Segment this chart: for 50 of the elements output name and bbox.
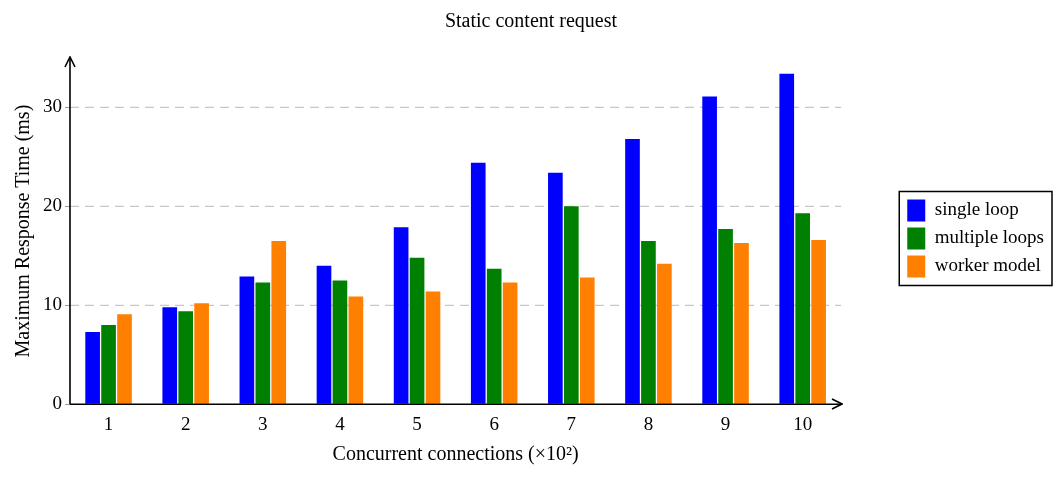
bar: [85, 331, 100, 404]
bar: [563, 206, 579, 404]
x-tick-label: 1: [103, 412, 114, 434]
bar: [101, 325, 116, 404]
bar: [470, 162, 486, 404]
bar: [348, 296, 364, 404]
legend-label: single loop: [934, 198, 1019, 220]
y-tick-label: 0: [52, 392, 62, 414]
y-axis-title: Maximum Response Time (ms): [11, 104, 35, 358]
bar: [239, 276, 255, 404]
bar: [332, 280, 348, 404]
bar: [811, 240, 826, 404]
x-axis-title: Concurrent connections (×10²): [332, 442, 579, 466]
bar: [625, 139, 640, 404]
bar: [641, 240, 656, 404]
bar: [548, 172, 563, 404]
x-tick-label: 10: [793, 412, 813, 434]
x-tick-label: 7: [566, 412, 577, 434]
x-tick-label: 3: [258, 412, 268, 434]
bar: [486, 268, 502, 404]
bar: [393, 227, 409, 404]
bar: [718, 229, 733, 404]
bar: [117, 314, 132, 404]
bar: [255, 282, 271, 404]
bar: [502, 282, 518, 404]
legend-label: multiple loops: [934, 226, 1044, 248]
chart-title: Static content request: [444, 9, 618, 33]
bar: [425, 291, 441, 404]
bar: [271, 240, 287, 404]
bar: [178, 311, 194, 404]
x-tick-label: 6: [489, 412, 499, 434]
legend-label: worker model: [934, 254, 1041, 276]
bar: [316, 265, 332, 404]
bar: [702, 96, 717, 404]
bar: [657, 263, 672, 404]
x-tick-label: 8: [643, 412, 654, 434]
x-tick-label: 2: [180, 412, 191, 434]
x-tick-label: 9: [720, 412, 731, 434]
x-tick-label: 4: [335, 412, 346, 434]
bar: [579, 277, 595, 404]
bar: [795, 213, 811, 404]
y-tick-label: 30: [43, 95, 62, 117]
bar: [409, 257, 425, 404]
bar: [194, 303, 209, 404]
y-tick-label: 10: [43, 293, 62, 315]
bar: [779, 73, 795, 404]
bar: [162, 307, 178, 404]
y-tick-label: 20: [43, 194, 62, 216]
x-tick-label: 5: [412, 412, 422, 434]
bar: [734, 242, 749, 404]
